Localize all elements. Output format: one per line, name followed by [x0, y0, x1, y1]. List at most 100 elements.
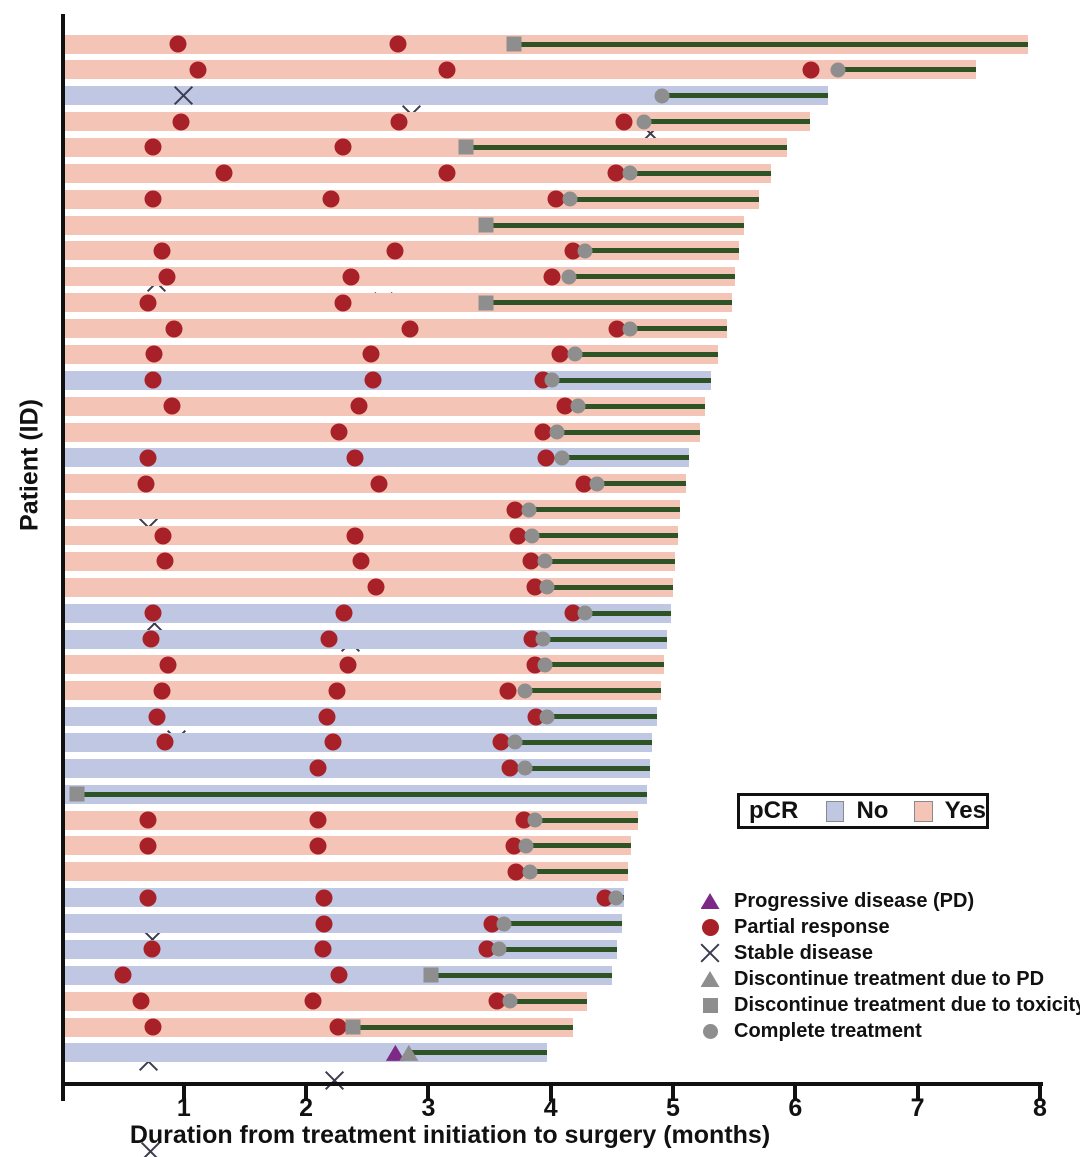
x-tick-mark	[426, 1086, 431, 1101]
marker-complete-treatment	[491, 941, 507, 957]
marker-partial-response	[144, 371, 162, 389]
post-treatment-line	[352, 1024, 573, 1030]
pcr-yes-swatch	[914, 800, 933, 822]
marker-partial-response	[342, 268, 360, 286]
marker-discontinue-treatment-toxicity	[458, 139, 474, 155]
y-axis-label: Patient (ID)	[15, 399, 44, 531]
legend-item: Discontinue treatment due to PD	[697, 966, 1080, 992]
post-treatment-line	[575, 351, 719, 357]
marker-complete-treatment	[522, 864, 538, 880]
marker-discontinue-treatment-toxicity	[69, 786, 85, 802]
marker-partial-response	[148, 708, 166, 726]
post-treatment-line	[504, 921, 622, 927]
marker-partial-response	[189, 61, 207, 79]
marker-stable-disease	[325, 1071, 344, 1090]
marker-partial-response	[309, 837, 327, 855]
post-treatment-line	[528, 507, 681, 513]
patient-bar	[65, 86, 829, 106]
x-tick-label: 1	[176, 1094, 191, 1122]
pcr-yes-label: Yes	[944, 797, 986, 824]
marker-partial-response	[334, 138, 352, 156]
legend-item: Partial response	[697, 914, 1080, 940]
legend-item: Stable disease	[697, 940, 1080, 966]
marker-legend: Progressive disease (PD) Partial response…	[697, 888, 1080, 1044]
marker-partial-response	[139, 837, 157, 855]
post-treatment-line	[544, 558, 676, 564]
marker-complete-treatment	[517, 760, 533, 776]
marker-complete-treatment	[535, 631, 551, 647]
post-treatment-line	[499, 946, 617, 952]
patient-bar	[65, 396, 705, 416]
post-treatment-line	[525, 765, 650, 771]
post-treatment-line	[430, 972, 612, 978]
post-treatment-line	[569, 274, 736, 280]
marker-complete-treatment	[589, 476, 605, 492]
marker-partial-response	[159, 656, 177, 674]
post-treatment-line	[534, 817, 638, 823]
marker-partial-response	[215, 164, 233, 182]
marker-partial-response	[505, 837, 523, 855]
marker-partial-response	[390, 113, 408, 131]
x-tick-mark	[181, 1086, 186, 1101]
marker-partial-response	[352, 552, 370, 570]
marker-complete-treatment	[537, 553, 553, 569]
post-treatment-line	[514, 41, 1028, 47]
x-tick-label: 8	[1032, 1094, 1047, 1122]
marker-stable-disease	[174, 86, 193, 105]
marker-partial-response	[526, 578, 544, 596]
marker-partial-response	[386, 242, 404, 260]
legend-item-label: Partial response	[734, 915, 890, 938]
marker-partial-response	[165, 320, 183, 338]
post-treatment-line	[547, 714, 658, 720]
marker-partial-response	[608, 320, 626, 338]
marker-partial-response	[314, 940, 332, 958]
post-treatment-line	[77, 791, 648, 797]
marker-partial-response	[158, 268, 176, 286]
marker-partial-response	[330, 966, 348, 984]
marker-partial-response	[339, 656, 357, 674]
patient-bar	[65, 862, 628, 882]
marker-complete-treatment	[527, 812, 543, 828]
marker-complete-treatment	[636, 114, 652, 130]
post-treatment-line	[551, 377, 711, 383]
marker-partial-response	[143, 940, 161, 958]
legend-item-label: Progressive disease (PD)	[734, 889, 975, 912]
marker-partial-response	[328, 682, 346, 700]
marker-discontinue-treatment-toxicity	[478, 295, 494, 311]
marker-partial-response	[547, 190, 565, 208]
marker-partial-response	[364, 371, 382, 389]
x-tick-mark	[548, 1086, 553, 1101]
post-treatment-line	[525, 688, 661, 694]
x-axis-line	[61, 1082, 1043, 1086]
x-tick-mark	[793, 1086, 798, 1101]
marker-complete-treatment	[622, 321, 638, 337]
marker-partial-response	[438, 61, 456, 79]
post-treatment-line	[661, 93, 829, 99]
circle-gray-icon	[697, 1023, 723, 1039]
x-tick-label: 5	[666, 1094, 680, 1122]
patient-bar	[65, 293, 732, 313]
legend-item-label: Stable disease	[734, 941, 873, 964]
marker-partial-response	[362, 345, 380, 363]
patient-bar	[65, 448, 689, 468]
marker-complete-treatment	[537, 657, 553, 673]
marker-complete-treatment	[561, 269, 577, 285]
marker-partial-response	[153, 242, 171, 260]
patient-bar	[65, 603, 671, 623]
post-treatment-line	[485, 300, 732, 306]
marker-partial-response	[322, 190, 340, 208]
x-axis-label: Duration from treatment initiation to su…	[129, 1121, 771, 1149]
marker-complete-treatment	[539, 579, 555, 595]
marker-complete-treatment	[517, 683, 533, 699]
patient-bar	[65, 1017, 573, 1037]
pcr-legend: pCR No Yes	[737, 793, 989, 829]
patient-bar	[65, 629, 667, 649]
marker-partial-response	[334, 294, 352, 312]
marker-complete-treatment	[577, 243, 593, 259]
x-tick-label: 7	[910, 1094, 925, 1122]
y-axis-line	[61, 14, 65, 1101]
patient-bar	[65, 137, 787, 157]
marker-partial-response	[350, 397, 368, 415]
x-tick-label: 4	[543, 1094, 558, 1122]
